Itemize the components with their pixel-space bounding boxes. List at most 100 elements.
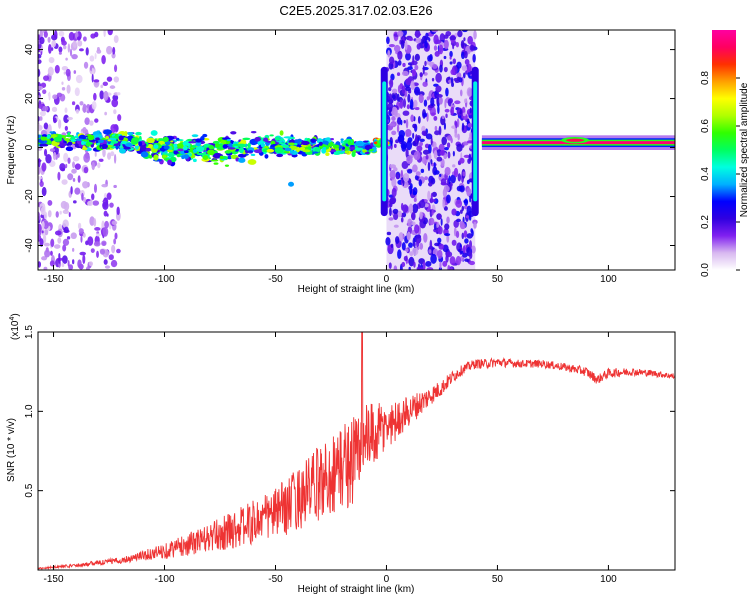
noise-blob <box>461 122 465 131</box>
noise-blob <box>96 47 100 52</box>
spectrogram-panel: -150 -100 -50 0 50 100 -40 -20 0 20 40 Height of … <box>6 29 676 295</box>
noise-blob <box>73 70 77 74</box>
spectral-ridge-layer <box>38 129 675 187</box>
noise-blob <box>405 86 411 92</box>
noise-blob <box>463 198 469 206</box>
noise-blob <box>419 72 423 78</box>
noise-blob <box>38 59 42 65</box>
noise-blob <box>449 35 457 41</box>
noise-blob <box>422 81 428 87</box>
ridge-blob <box>144 147 152 152</box>
noise-blob <box>426 267 434 270</box>
ridge-blob <box>103 129 113 135</box>
noise-blob <box>403 119 406 124</box>
ridge-blob <box>283 136 293 139</box>
noise-blob <box>116 248 121 254</box>
noise-blob <box>388 87 392 92</box>
noise-blob <box>456 61 462 69</box>
ridge-blob <box>82 145 86 150</box>
noise-blob <box>83 61 89 69</box>
spectrogram-y-label: Frequency (Hz) <box>6 116 17 185</box>
noise-blob <box>450 174 456 184</box>
noise-blob <box>450 76 454 84</box>
noise-blob <box>48 44 52 54</box>
ridge-blob <box>138 141 143 146</box>
ridge-blob <box>140 151 149 158</box>
noise-blob <box>102 148 106 158</box>
noise-blob <box>38 261 42 268</box>
snr-multiplier-close: ) <box>10 313 21 316</box>
noise-blob <box>434 50 440 57</box>
ridge-blob <box>349 145 355 148</box>
noise-blob <box>401 85 406 95</box>
snr-frame <box>37 331 676 571</box>
colorbar-tick-label: 0.0 <box>700 263 711 277</box>
figure-title: C2E5.2025.317.02.03.E26 <box>279 3 432 18</box>
noise-blob <box>431 30 439 33</box>
noise-blob <box>451 239 457 246</box>
noise-blob <box>113 76 120 83</box>
ridge-blob <box>227 147 236 150</box>
noise-blob <box>112 46 116 55</box>
noise-blob <box>38 68 41 78</box>
noise-blob <box>446 234 450 243</box>
noise-blob <box>44 249 51 258</box>
noise-blob <box>53 244 61 249</box>
noise-blob <box>94 227 101 231</box>
noise-blob <box>82 254 86 265</box>
noise-blob <box>103 259 108 265</box>
ridge-blob <box>369 148 374 152</box>
spectrogram-x-tick-label: 50 <box>492 274 504 285</box>
snr-x-tick-label: -50 <box>268 574 283 585</box>
noise-blob <box>47 36 51 43</box>
noise-blob <box>419 267 424 270</box>
ridge-blob <box>59 142 67 147</box>
noise-blob <box>473 221 477 229</box>
noise-blob <box>468 260 475 266</box>
noise-blob <box>407 66 413 71</box>
noise-blob <box>101 183 108 188</box>
noise-blob <box>459 109 462 115</box>
ridge-bulge-core <box>566 138 585 142</box>
noise-blob <box>426 96 430 101</box>
noise-blob <box>447 98 452 107</box>
noise-blob <box>444 166 451 176</box>
noise-blob <box>57 171 61 181</box>
noise-blob <box>69 48 73 57</box>
ridge-blob <box>162 136 169 143</box>
noise-blob <box>43 266 48 270</box>
noise-blob <box>456 107 463 116</box>
noise-blob <box>75 109 80 114</box>
ridge-blob <box>282 144 290 149</box>
ridge-blob <box>227 155 232 160</box>
noise-blob <box>443 55 447 60</box>
noise-blob <box>454 132 458 138</box>
noise-blob <box>408 242 413 248</box>
noise-blob <box>412 140 417 147</box>
noise-blob <box>393 211 399 221</box>
noise-blob <box>79 251 86 256</box>
noise-blob <box>469 240 472 249</box>
noise-blob <box>68 212 71 218</box>
ridge-blob <box>110 140 119 144</box>
noise-blob <box>396 174 399 180</box>
noise-blob <box>452 150 455 157</box>
ridge-blob <box>283 151 290 154</box>
noise-blob <box>418 179 423 187</box>
noise-blob <box>463 98 467 104</box>
noise-blob <box>81 192 84 201</box>
noise-blob <box>47 199 53 206</box>
noise-blob <box>411 221 416 226</box>
noise-blob <box>420 168 425 173</box>
noise-blob <box>400 119 403 126</box>
noise-blob <box>446 194 451 204</box>
noise-blob <box>431 112 436 116</box>
noise-blob <box>385 237 391 246</box>
noise-blob <box>440 218 443 226</box>
noise-blob <box>416 145 423 152</box>
noise-blob <box>402 204 409 213</box>
noise-blob <box>65 163 68 169</box>
noise-blob <box>438 44 444 55</box>
noise-blob <box>95 233 101 237</box>
noise-blob <box>447 151 451 159</box>
